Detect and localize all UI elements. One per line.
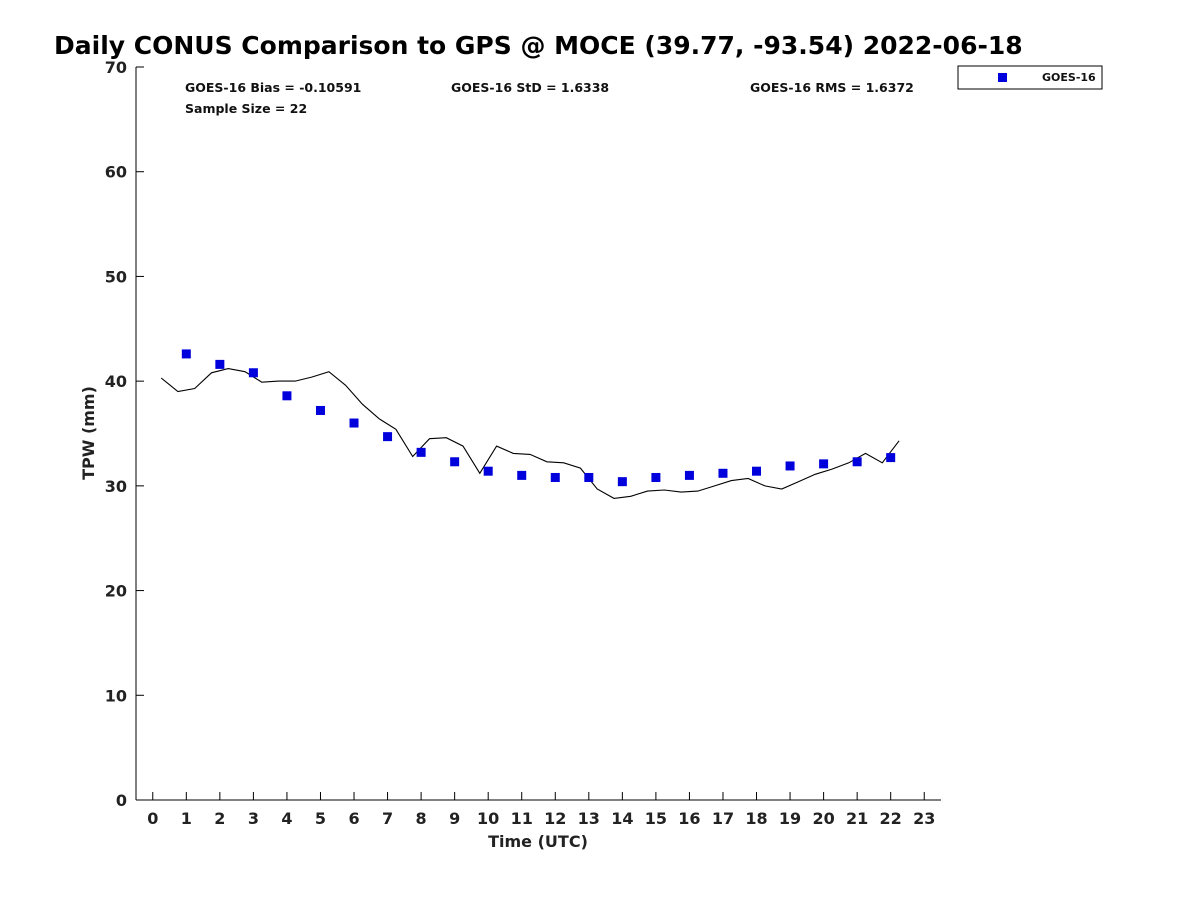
goes16-point xyxy=(617,477,627,487)
goes16-point xyxy=(785,461,795,471)
x-tick-label: 15 xyxy=(645,809,667,828)
std-stat: GOES-16 StD = 1.6338 xyxy=(451,80,609,95)
rms-stat: GOES-16 RMS = 1.6372 xyxy=(750,80,914,95)
x-tick-label: 6 xyxy=(348,809,359,828)
goes16-point xyxy=(517,470,527,480)
y-axis-label: TPW (mm) xyxy=(79,386,98,480)
x-tick-label: 8 xyxy=(416,809,427,828)
series-layer xyxy=(160,349,900,499)
goes16-point xyxy=(752,466,762,476)
goes16-point xyxy=(852,457,862,467)
y-tick-label: 70 xyxy=(105,58,127,77)
y-tick-label: 0 xyxy=(116,791,127,810)
x-tick-label: 2 xyxy=(214,809,225,828)
x-tick-label: 7 xyxy=(382,809,393,828)
goes16-point xyxy=(819,459,829,469)
x-tick-label: 16 xyxy=(678,809,700,828)
goes16-point xyxy=(383,432,393,442)
legend-entry-goes16: GOES-16 xyxy=(1042,71,1096,84)
x-tick-label: 12 xyxy=(544,809,566,828)
goes16-point xyxy=(684,470,694,480)
y-tick-label: 30 xyxy=(105,477,127,496)
x-tick-label: 1 xyxy=(181,809,192,828)
y-tick-label: 10 xyxy=(105,686,127,705)
goes16-point xyxy=(550,472,560,482)
gps-tpw-line xyxy=(160,368,900,499)
x-tick-label: 20 xyxy=(812,809,834,828)
x-tick-label: 4 xyxy=(281,809,292,828)
goes16-point xyxy=(282,391,292,401)
chart-title: Daily CONUS Comparison to GPS @ MOCE (39… xyxy=(54,31,1023,60)
y-tick-label: 50 xyxy=(105,267,127,286)
legend-marker xyxy=(998,73,1007,82)
goes16-point xyxy=(651,472,661,482)
bias-stat: GOES-16 Bias = -0.10591 xyxy=(185,80,361,95)
stats-annotations: GOES-16 Bias = -0.10591 GOES-16 StD = 1.… xyxy=(185,80,914,116)
x-tick-label: 13 xyxy=(578,809,600,828)
legend-box xyxy=(957,65,1103,90)
x-tick-label: 22 xyxy=(880,809,902,828)
x-tick-label: 10 xyxy=(477,809,499,828)
x-tick-label: 0 xyxy=(147,809,158,828)
goes16-point xyxy=(886,453,896,463)
sample-size-stat: Sample Size = 22 xyxy=(185,101,307,116)
x-axis: 0 1 2 3 4 5 6 7 8 9 10 11 12 13 14 15 16 17 18 19 20 21 22 23 xyxy=(147,792,935,828)
goes16-point xyxy=(315,405,325,415)
x-tick-label: 17 xyxy=(712,809,734,828)
y-tick-label: 60 xyxy=(105,163,127,182)
goes16-point xyxy=(181,349,191,359)
goes16-point xyxy=(483,466,493,476)
goes16-point xyxy=(584,472,594,482)
x-tick-label: 21 xyxy=(846,809,868,828)
x-tick-label: 23 xyxy=(913,809,935,828)
x-tick-label: 18 xyxy=(745,809,767,828)
goes16-point xyxy=(450,457,460,467)
x-tick-label: 14 xyxy=(611,809,633,828)
x-axis-label: Time (UTC) xyxy=(488,832,588,851)
y-tick-label: 40 xyxy=(105,372,127,391)
goes16-point xyxy=(349,418,359,428)
x-tick-label: 19 xyxy=(779,809,801,828)
x-tick-label: 5 xyxy=(315,809,326,828)
goes16-point xyxy=(248,368,258,378)
plot-frame xyxy=(135,67,941,801)
goes16-point xyxy=(215,359,225,369)
x-tick-label: 11 xyxy=(511,809,533,828)
goes16-point xyxy=(416,447,426,457)
x-tick-label: 3 xyxy=(248,809,259,828)
x-tick-label: 9 xyxy=(449,809,460,828)
legend: GOES-16 xyxy=(957,65,1103,90)
goes16-point xyxy=(718,468,728,478)
y-tick-label: 20 xyxy=(105,582,127,601)
y-axis: 0 10 20 30 40 50 60 70 xyxy=(105,58,144,810)
